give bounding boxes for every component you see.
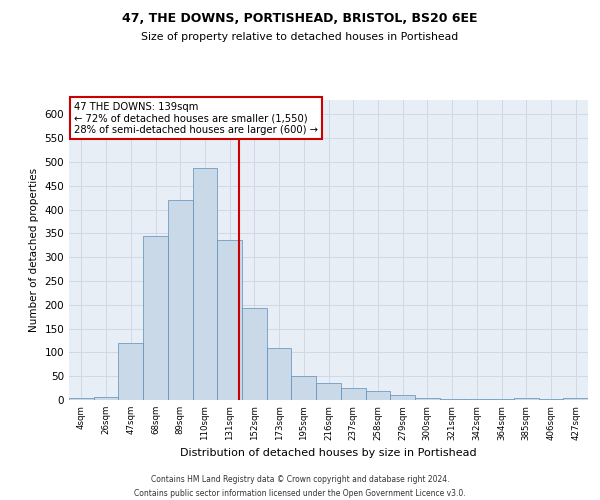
X-axis label: Distribution of detached houses by size in Portishead: Distribution of detached houses by size … [180,448,477,458]
Bar [193,168,217,400]
Bar [415,398,440,400]
Bar [69,398,94,400]
Text: 47 THE DOWNS: 139sqm
← 72% of detached houses are smaller (1,550)
28% of semi-de: 47 THE DOWNS: 139sqm ← 72% of detached h… [74,102,318,134]
Bar [341,388,365,400]
Bar [292,376,316,400]
Bar [118,343,143,400]
Bar [464,398,489,400]
Text: Size of property relative to detached houses in Portishead: Size of property relative to detached ho… [142,32,458,42]
Bar [514,398,539,400]
Bar [168,200,193,400]
Bar [365,392,390,400]
Bar [143,236,168,400]
Bar [267,348,292,400]
Bar [242,308,267,400]
Bar [489,399,514,400]
Bar [539,398,563,400]
Text: 47, THE DOWNS, PORTISHEAD, BRISTOL, BS20 6EE: 47, THE DOWNS, PORTISHEAD, BRISTOL, BS20… [122,12,478,26]
Bar [563,398,588,400]
Bar [217,240,242,400]
Bar [94,396,118,400]
Bar [440,398,464,400]
Bar [390,395,415,400]
Bar [316,384,341,400]
Y-axis label: Number of detached properties: Number of detached properties [29,168,39,332]
Text: Contains HM Land Registry data © Crown copyright and database right 2024.
Contai: Contains HM Land Registry data © Crown c… [134,476,466,498]
